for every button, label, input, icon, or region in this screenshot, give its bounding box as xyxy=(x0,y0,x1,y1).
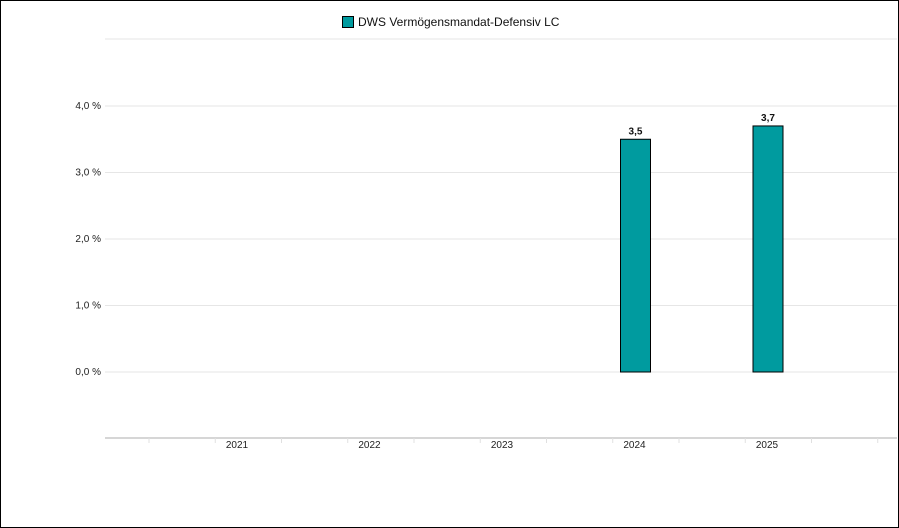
y-tick-label: 1,0 % xyxy=(75,301,101,312)
x-tick-label: 2023 xyxy=(491,440,514,451)
bar xyxy=(752,125,784,373)
y-tick-label: 0,0 % xyxy=(75,367,101,378)
x-tick-label: 2021 xyxy=(226,440,249,451)
x-tick-label: 2025 xyxy=(756,440,779,451)
y-tick-label: 2,0 % xyxy=(75,234,101,245)
bar xyxy=(620,138,651,373)
x-tick-label: 2022 xyxy=(358,440,381,451)
bar-data-label: 3,7 xyxy=(761,113,775,124)
legend[interactable]: DWS Vermögensmandat-Defensiv LC xyxy=(342,14,559,30)
legend-swatch xyxy=(342,16,354,28)
x-tick-label: 2024 xyxy=(623,440,646,451)
y-tick-label: 4,0 % xyxy=(75,101,101,112)
bar-data-label: 3,5 xyxy=(629,126,643,137)
legend-label: DWS Vermögensmandat-Defensiv LC xyxy=(358,15,560,29)
y-tick-label: 3,0 % xyxy=(75,168,101,179)
